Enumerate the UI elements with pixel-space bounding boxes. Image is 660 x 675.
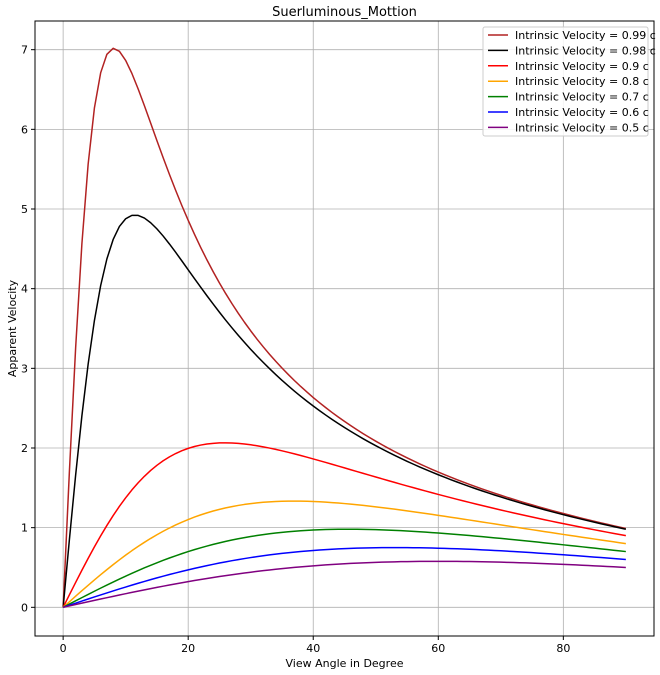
y-tick-label: 5 xyxy=(21,203,28,216)
x-tick-label: 80 xyxy=(556,642,570,655)
legend-entry: Intrinsic Velocity = 0.98 c xyxy=(515,44,656,57)
y-tick-label: 0 xyxy=(21,601,28,614)
x-axis-label: View Angle in Degree xyxy=(286,657,404,670)
legend-entry: Intrinsic Velocity = 0.9 c xyxy=(515,60,649,73)
y-tick-label: 6 xyxy=(21,123,28,136)
x-tick-label: 60 xyxy=(431,642,445,655)
series-line xyxy=(62,442,626,608)
y-axis-label: Apparent Velocity xyxy=(6,279,19,377)
y-tick-label: 1 xyxy=(21,522,28,535)
legend-box xyxy=(482,26,649,137)
legend-entry: Intrinsic Velocity = 0.99 c xyxy=(515,29,656,42)
plot-frame xyxy=(34,20,655,637)
legend-entry: Intrinsic Velocity = 0.5 c xyxy=(515,121,649,134)
y-tick-label: 3 xyxy=(21,362,28,375)
series-line xyxy=(62,528,626,608)
legend-entry: Intrinsic Velocity = 0.6 c xyxy=(515,106,649,119)
y-tick-label: 7 xyxy=(21,44,28,57)
y-tick-label: 2 xyxy=(21,442,28,455)
legend-entry: Intrinsic Velocity = 0.8 c xyxy=(515,75,649,88)
series-line xyxy=(62,500,626,608)
y-axis-ticks: 0 1 2 3 4 5 6 7 xyxy=(21,44,35,614)
y-tick-label: 4 xyxy=(21,283,28,296)
series-line xyxy=(62,546,626,609)
series-line xyxy=(62,214,627,608)
x-tick-label: 0 xyxy=(60,642,67,655)
x-tick-label: 40 xyxy=(306,642,320,655)
legend-entry: Intrinsic Velocity = 0.7 c xyxy=(515,91,649,104)
series-line xyxy=(62,47,627,608)
x-axis-ticks: 0 20 40 60 80 xyxy=(60,636,570,655)
x-tick-label: 20 xyxy=(181,642,195,655)
legend: Intrinsic Velocity = 0.99 c Intrinsic Vel… xyxy=(482,26,656,137)
series-line xyxy=(62,560,626,609)
series-lines xyxy=(62,47,627,609)
chart-title: Suerluminous_Mottion xyxy=(272,5,417,20)
